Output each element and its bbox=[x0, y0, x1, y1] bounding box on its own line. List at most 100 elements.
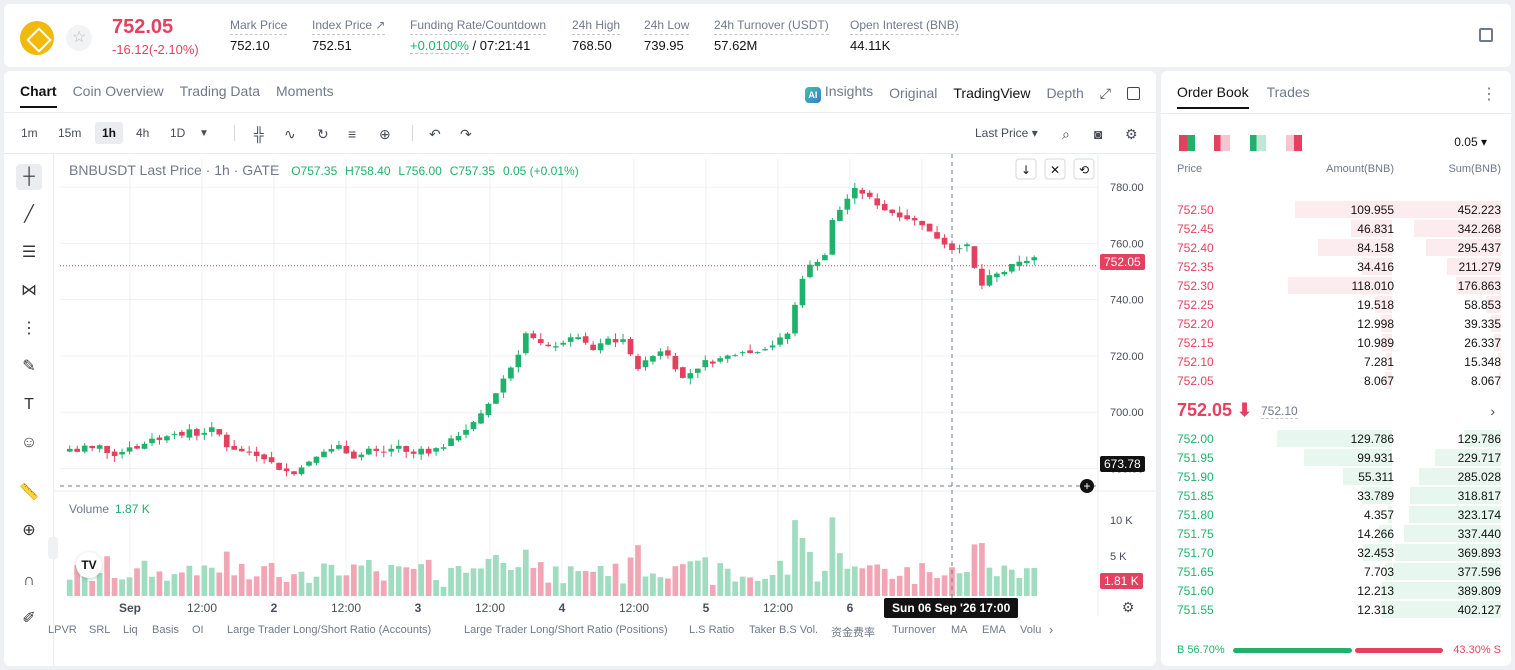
ruler-icon[interactable]: 📏 bbox=[19, 484, 39, 501]
volume-bar bbox=[306, 582, 312, 596]
indicator-turnover[interactable]: Turnover bbox=[892, 624, 936, 636]
volume-bar bbox=[276, 577, 282, 596]
pattern-icon[interactable]: ⋈ bbox=[21, 282, 37, 299]
replay-icon[interactable]: ↻ bbox=[317, 126, 329, 142]
interval-1h[interactable]: 1h bbox=[95, 122, 124, 144]
tab-chart[interactable]: Chart bbox=[20, 83, 57, 108]
add-alert-icon[interactable]: ⊕ bbox=[379, 126, 391, 142]
window-icon[interactable] bbox=[1127, 86, 1140, 100]
candle bbox=[119, 451, 125, 455]
candle bbox=[283, 468, 290, 472]
candlestick-chart[interactable]: 780.00760.00740.00720.00700.00680.00Sep1… bbox=[4, 71, 1156, 666]
candle bbox=[149, 438, 155, 444]
indicator-volume[interactable]: Volu bbox=[1020, 624, 1042, 636]
undo-icon[interactable]: ↶ bbox=[429, 126, 441, 142]
bid-row[interactable]: 751.60 12.213 389.809 bbox=[1161, 581, 1511, 600]
ask-row[interactable]: 752.20 12.998 39.335 bbox=[1161, 314, 1511, 333]
interval-dropdown-icon[interactable]: ▼ bbox=[199, 128, 209, 139]
indicator-srl[interactable]: SRL bbox=[89, 624, 111, 636]
camera-icon[interactable]: ◙ bbox=[1094, 126, 1103, 142]
tab-depth[interactable]: Depth bbox=[1046, 85, 1084, 101]
collapse-handle bbox=[48, 537, 58, 559]
horizontal-lines-icon[interactable]: ☰ bbox=[21, 244, 37, 261]
pencil-lock-icon[interactable]: ✐ bbox=[22, 610, 36, 627]
view-asks-icon[interactable] bbox=[1214, 135, 1230, 151]
tick-size-select[interactable]: 0.05 ▾ bbox=[1454, 135, 1487, 149]
bid-row[interactable]: 751.85 33.789 318.817 bbox=[1161, 486, 1511, 505]
order-sum: 295.437 bbox=[1457, 241, 1501, 255]
chevron-right-icon[interactable]: › bbox=[1490, 403, 1495, 419]
price-type-select[interactable]: Last Price ▾ bbox=[975, 126, 1038, 140]
ai-icon: AI bbox=[804, 87, 821, 103]
brush-icon[interactable]: ✎ bbox=[22, 358, 36, 375]
emoji-icon[interactable]: ☺ bbox=[20, 434, 38, 451]
trend-line-icon[interactable]: ╱ bbox=[24, 206, 34, 223]
notebook-icon[interactable] bbox=[1479, 28, 1493, 42]
indicator-ema[interactable]: EMA bbox=[982, 624, 1006, 636]
indicator-basis[interactable]: Basis bbox=[152, 624, 179, 636]
tab-insights[interactable]: AI Insights bbox=[804, 83, 873, 103]
tab-moments[interactable]: Moments bbox=[276, 83, 334, 99]
tab-original[interactable]: Original bbox=[889, 85, 938, 101]
interval-15m[interactable]: 15m bbox=[58, 126, 82, 140]
bid-row[interactable]: 752.00 129.786 129.786 bbox=[1161, 429, 1511, 448]
interval-1m[interactable]: 1m bbox=[21, 126, 38, 140]
candle bbox=[351, 451, 357, 459]
more-options-icon[interactable]: ⋮ bbox=[1481, 86, 1497, 103]
indicator-oi[interactable]: OI bbox=[192, 624, 204, 636]
bid-row[interactable]: 751.90 55.311 285.028 bbox=[1161, 467, 1511, 486]
ask-row[interactable]: 752.10 7.281 15.348 bbox=[1161, 352, 1511, 371]
chevron-right-icon[interactable]: › bbox=[1049, 622, 1054, 637]
ask-row[interactable]: 752.30 118.010 176.863 bbox=[1161, 276, 1511, 295]
expand-icon[interactable]: ⤢ bbox=[1099, 84, 1111, 101]
ask-row[interactable]: 752.25 19.518 58.853 bbox=[1161, 295, 1511, 314]
search-icon[interactable]: ⌕ bbox=[1062, 126, 1070, 142]
crosshair-icon[interactable]: ┼ bbox=[16, 164, 42, 190]
fib-icon[interactable]: ⋮ bbox=[21, 320, 37, 337]
indicator-taker-vol[interactable]: Taker B.S Vol. bbox=[749, 624, 819, 636]
bid-row[interactable]: 751.55 12.318 402.127 bbox=[1161, 600, 1511, 619]
ask-row[interactable]: 752.15 10.989 26.337 bbox=[1161, 333, 1511, 352]
indicators-icon[interactable]: ∿ bbox=[284, 126, 296, 142]
indicator-ma[interactable]: MA bbox=[951, 624, 968, 636]
order-price: 752.05 bbox=[1177, 374, 1214, 388]
view-bids-icon[interactable] bbox=[1250, 135, 1266, 151]
bid-row[interactable]: 751.75 14.266 337.440 bbox=[1161, 524, 1511, 543]
ask-row[interactable]: 752.35 34.416 211.279 bbox=[1161, 257, 1511, 276]
template-icon[interactable]: ≡ bbox=[348, 126, 357, 142]
bid-row[interactable]: 751.95 99.931 229.717 bbox=[1161, 448, 1511, 467]
ask-row[interactable]: 752.45 46.831 342.268 bbox=[1161, 219, 1511, 238]
bid-row[interactable]: 751.80 4.357 323.174 bbox=[1161, 505, 1511, 524]
depth-bar bbox=[1435, 449, 1501, 466]
bid-row[interactable]: 751.70 32.453 369.893 bbox=[1161, 543, 1511, 562]
redo-icon[interactable]: ↷ bbox=[460, 126, 472, 142]
view-both-icon[interactable] bbox=[1179, 135, 1195, 151]
magnet-icon[interactable]: ∩ bbox=[23, 572, 35, 589]
tab-trades[interactable]: Trades bbox=[1266, 84, 1310, 100]
view-large-icon[interactable] bbox=[1286, 135, 1302, 151]
indicator-ls-ratio[interactable]: L.S Ratio bbox=[689, 624, 735, 636]
indicator-funding[interactable]: 资金费率 bbox=[831, 627, 875, 639]
volume-bar bbox=[694, 560, 701, 596]
bid-row[interactable]: 751.65 7.703 377.596 bbox=[1161, 562, 1511, 581]
ask-row[interactable]: 752.40 84.158 295.437 bbox=[1161, 238, 1511, 257]
tab-tradingview[interactable]: TradingView bbox=[953, 85, 1031, 101]
indicator-ltlsr-positions[interactable]: Large Trader Long/Short Ratio (Positions… bbox=[464, 624, 668, 636]
interval-1d[interactable]: 1D bbox=[170, 126, 186, 140]
volume-bar bbox=[829, 517, 836, 596]
interval-4h[interactable]: 4h bbox=[136, 126, 150, 140]
tab-order-book[interactable]: Order Book bbox=[1177, 84, 1249, 109]
favorite-star-icon[interactable]: ☆ bbox=[66, 25, 92, 51]
tab-coin-overview[interactable]: Coin Overview bbox=[72, 83, 164, 99]
volume-bar bbox=[268, 562, 275, 596]
indicator-ltlsr-accounts[interactable]: Large Trader Long/Short Ratio (Accounts) bbox=[227, 624, 432, 636]
settings-gear-icon[interactable]: ⚙ bbox=[1125, 126, 1138, 142]
tab-trading-data[interactable]: Trading Data bbox=[179, 83, 261, 99]
zoom-in-icon[interactable]: ⊕ bbox=[22, 522, 36, 539]
ask-row[interactable]: 752.05 8.067 8.067 bbox=[1161, 371, 1511, 390]
indicator-lpvr[interactable]: LPVR bbox=[48, 624, 77, 636]
indicator-liq[interactable]: Liq bbox=[123, 624, 138, 636]
ask-row[interactable]: 752.50 109.955 452.223 bbox=[1161, 200, 1511, 219]
candle-type-icon[interactable]: ╬ bbox=[254, 126, 264, 142]
text-tool-icon[interactable]: T bbox=[24, 396, 34, 413]
